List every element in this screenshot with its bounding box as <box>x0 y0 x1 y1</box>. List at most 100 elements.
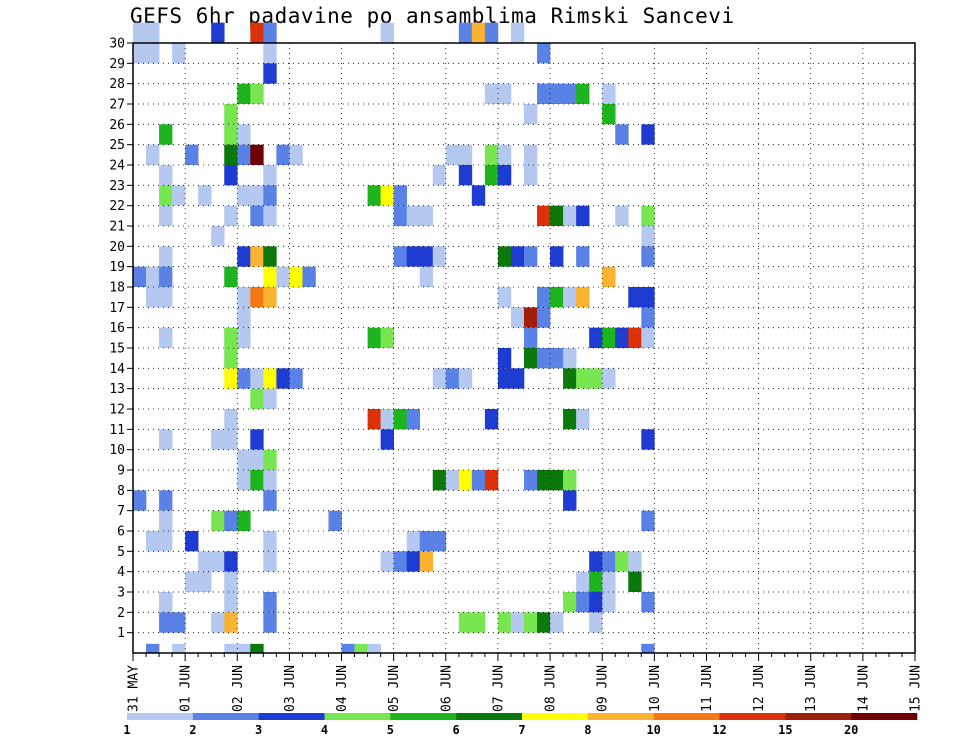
y-tick-label: 2 <box>117 606 125 621</box>
heatmap-cell <box>263 165 277 186</box>
heatmap-cell <box>276 144 290 165</box>
heatmap-cell <box>406 551 421 572</box>
legend-swatch <box>456 713 523 720</box>
heatmap-cell <box>602 592 616 613</box>
heatmap-cell <box>250 185 264 206</box>
heatmap-cell <box>393 185 407 206</box>
legend-label: 5 <box>387 723 394 737</box>
y-tick-label: 7 <box>117 504 125 519</box>
heatmap-cell <box>524 348 538 369</box>
heatmap-cell <box>224 592 238 613</box>
heatmap-cell <box>380 185 394 206</box>
heatmap-cell <box>458 368 473 389</box>
heatmap-cell <box>224 612 238 633</box>
heatmap-cell <box>589 592 603 613</box>
heatmap-cell <box>263 205 277 226</box>
x-tick-label: 06 JUN <box>439 665 454 712</box>
x-tick-label: 10 JUN <box>648 665 663 712</box>
heatmap-cell <box>263 531 277 552</box>
x-tick-label: 11 JUN <box>700 665 715 712</box>
heatmap-cell <box>641 592 655 613</box>
heatmap-cell <box>393 551 407 572</box>
heatmap-cell <box>576 287 590 308</box>
heatmap-cell <box>172 612 186 633</box>
heatmap-cell <box>263 43 277 64</box>
x-tick-label: 04 JUN <box>335 665 350 712</box>
heatmap-cell <box>563 348 577 369</box>
legend-swatch <box>785 713 852 720</box>
heatmap-cell <box>576 592 590 613</box>
legend-swatch <box>192 713 259 720</box>
heatmap-cell <box>250 83 264 104</box>
heatmap-cell <box>458 612 473 633</box>
heatmap-cell <box>550 612 564 633</box>
heatmap-cell <box>537 307 551 328</box>
heatmap-cell <box>406 409 421 430</box>
legend-label: 8 <box>584 723 591 737</box>
heatmap-cell <box>250 449 264 470</box>
heatmap-cell <box>524 307 538 328</box>
heatmap-cell <box>263 612 277 633</box>
x-tick-label: 08 JUN <box>544 665 559 712</box>
heatmap-cell <box>263 63 277 84</box>
heatmap-cell <box>250 429 264 450</box>
heatmap-cell <box>198 571 212 592</box>
heatmap-cell <box>497 83 512 104</box>
y-tick-label: 1 <box>117 626 125 641</box>
heatmap-cell <box>497 287 512 308</box>
heatmap-cell <box>263 368 277 389</box>
heatmap-cell <box>563 368 577 389</box>
y-tick-label: 24 <box>109 159 125 174</box>
heatmap-cell <box>289 144 303 165</box>
heatmap-cell <box>302 266 316 287</box>
heatmap-cell <box>628 551 642 572</box>
heatmap-cell <box>589 612 603 633</box>
heatmap-cell <box>224 368 238 389</box>
heatmap-cell <box>471 612 486 633</box>
heatmap-cell <box>641 205 655 226</box>
heatmap-cell <box>250 287 264 308</box>
heatmap-cell <box>550 205 564 226</box>
heatmap-cell <box>172 643 186 653</box>
legend-label: 3 <box>255 723 262 737</box>
heatmap-cell <box>602 104 616 125</box>
heatmap-cell <box>237 144 251 165</box>
legend-label: 1 <box>123 723 130 737</box>
heatmap-cell <box>471 185 486 206</box>
heatmap-cell <box>224 144 238 165</box>
heatmap-cell <box>237 449 251 470</box>
y-tick-label: 18 <box>109 281 125 296</box>
heatmap-cell <box>641 124 655 145</box>
x-tick-label: 07 JUN <box>491 665 506 712</box>
heatmap-cell <box>458 470 473 491</box>
y-tick-label: 5 <box>117 545 125 560</box>
heatmap-cell <box>367 327 381 348</box>
y-tick-label: 20 <box>109 240 125 255</box>
heatmap-cell <box>628 287 642 308</box>
heatmap-cell <box>550 470 564 491</box>
heatmap-cell <box>550 83 564 104</box>
y-tick-label: 29 <box>109 57 125 72</box>
legend-label: 6 <box>453 723 460 737</box>
heatmap-cell <box>497 348 512 369</box>
legend-swatch <box>390 713 457 720</box>
heatmap-cell <box>380 409 394 430</box>
heatmap-cell <box>524 246 538 267</box>
heatmap-cell <box>224 348 238 369</box>
heatmap-cell <box>172 185 186 206</box>
heatmap-cell <box>159 612 173 633</box>
heatmap-cell <box>497 246 512 267</box>
y-tick-label: 23 <box>109 179 125 194</box>
heatmap-cell <box>133 266 147 287</box>
legend-swatch <box>719 713 786 720</box>
y-tick-label: 16 <box>109 321 125 336</box>
heatmap-cell <box>576 409 590 430</box>
heatmap-cell <box>224 104 238 125</box>
heatmap-cell <box>185 531 199 552</box>
heatmap-cell <box>406 531 421 552</box>
heatmap-cell <box>237 510 251 531</box>
y-tick-label: 26 <box>109 118 125 133</box>
y-tick-label: 4 <box>117 565 125 580</box>
heatmap-cell <box>380 551 394 572</box>
heatmap-cell <box>497 612 512 633</box>
